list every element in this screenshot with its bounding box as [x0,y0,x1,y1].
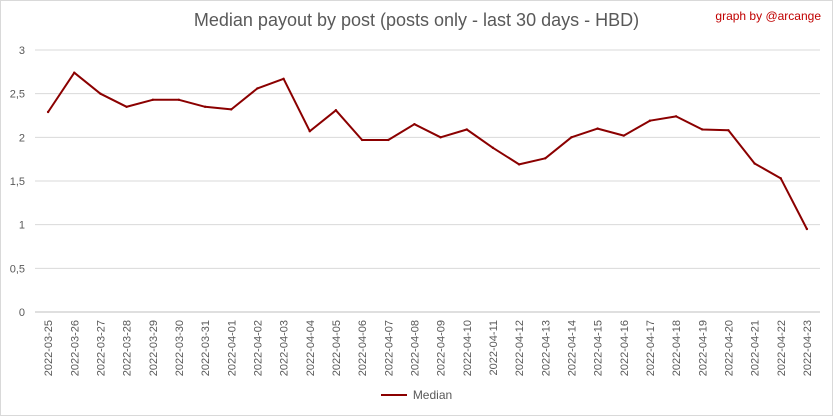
y-tick-label: 0,5 [10,263,25,275]
x-tick-label: 2022-04-11 [488,320,500,375]
x-tick-label: 2022-04-20 [723,320,735,376]
y-tick-label: 1,5 [10,176,25,188]
data-point [439,136,442,139]
x-tick-label: 2022-03-28 [122,320,134,376]
data-point [360,138,364,142]
x-tick-label: 2022-04-16 [619,320,631,376]
data-point [544,157,547,160]
x-tick-label: 2022-04-19 [697,320,709,376]
data-point [46,110,50,114]
x-tick-label: 2022-04-14 [566,320,578,376]
x-tick-label: 2022-03-29 [148,320,160,376]
x-tick-label: 2022-04-22 [776,320,788,376]
x-tick-label: 2022-03-27 [95,320,107,376]
data-point [753,162,756,165]
x-tick-label: 2022-04-21 [750,320,762,376]
data-point [203,105,207,108]
x-tick-label: 2022-04-13 [540,320,552,376]
x-tick-label: 2022-03-26 [69,320,81,376]
data-point [99,92,102,95]
data-point [674,115,678,118]
credit-label: graph by @arcange [715,9,821,23]
x-tick-label: 2022-04-07 [383,320,395,376]
x-tick-label: 2022-04-09 [436,320,448,376]
data-point [151,98,154,101]
x-tick-label: 2022-04-10 [462,320,474,376]
x-tick-label: 2022-04-17 [645,320,657,376]
series-line-median [47,71,808,230]
legend-label: Median [412,388,453,402]
chart-title: Median payout by post (posts only - last… [193,10,640,30]
y-tick-label: 3 [19,45,25,57]
data-point [648,119,652,122]
data-point [413,123,416,126]
data-point [308,130,311,133]
data-point [465,128,468,131]
data-point [491,146,495,150]
y-tick-label: 0 [19,307,25,319]
data-point [73,71,76,74]
x-tick-label: 2022-04-02 [252,320,264,376]
data-point [779,177,782,180]
legend: Median [0,388,833,402]
x-tick-label: 2022-04-23 [802,320,814,376]
data-point [596,127,599,130]
data-point [230,108,233,111]
y-tick-label: 2 [19,132,25,144]
data-point [570,136,573,139]
data-point [177,98,181,101]
x-tick-label: 2022-03-30 [174,320,186,376]
data-point [805,227,809,231]
data-point [701,128,704,131]
data-point [727,129,730,132]
data-point [125,105,128,108]
legend-line-swatch [380,394,407,396]
data-point [282,77,285,81]
x-tick-label: 2022-03-25 [43,320,55,376]
x-tick-label: 2022-04-05 [331,320,343,376]
x-tick-label: 2022-04-15 [593,320,605,376]
x-tick-label: 2022-04-03 [279,320,291,376]
x-tick-label: 2022-04-04 [305,320,317,376]
x-tick-label: 2022-03-31 [200,320,212,376]
data-point [622,134,625,137]
x-tick-label: 2022-04-18 [671,320,683,376]
data-point [256,87,259,90]
x-tick-label: 2022-04-12 [514,320,526,376]
x-tick-label: 2022-04-08 [409,320,421,376]
y-tick-label: 1 [19,220,25,232]
x-tick-label: 2022-04-06 [357,320,369,376]
data-point [334,109,338,112]
data-point [387,138,390,142]
data-point [517,163,521,166]
x-tick-label: 2022-04-01 [226,320,238,376]
y-tick-label: 2,5 [10,89,25,101]
